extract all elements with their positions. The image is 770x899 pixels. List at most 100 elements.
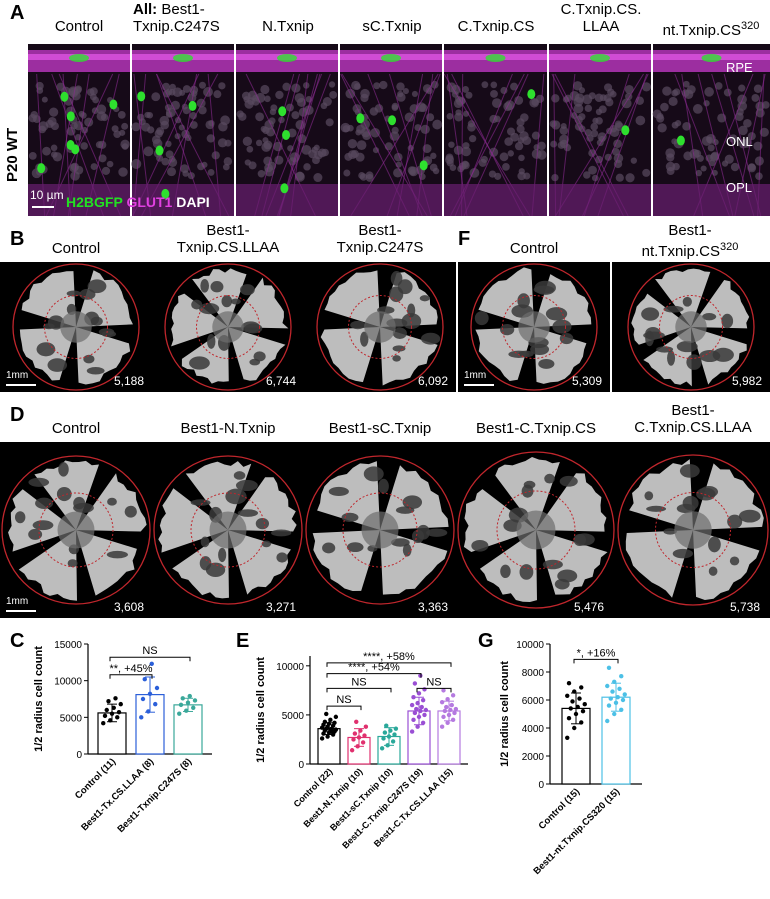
data-point bbox=[191, 705, 196, 710]
data-point bbox=[414, 706, 419, 712]
data-point bbox=[325, 734, 330, 739]
data-point bbox=[439, 699, 445, 705]
panel-d-letter: D bbox=[10, 404, 25, 426]
data-point bbox=[363, 724, 369, 729]
data-point bbox=[102, 713, 108, 719]
data-point bbox=[448, 707, 453, 713]
data-point bbox=[154, 685, 160, 691]
panel-d-label-llaa: Best1- C.Txnip.CS.LLAA bbox=[634, 402, 752, 436]
data-point bbox=[333, 714, 339, 720]
flatmount bbox=[631, 268, 750, 387]
data-point bbox=[612, 711, 617, 717]
panel-a-col-label-nt: nt.Txnip.CS320 bbox=[662, 20, 760, 39]
data-point bbox=[445, 697, 450, 702]
data-point bbox=[187, 693, 192, 699]
panel-b-scale-bar bbox=[6, 384, 36, 386]
bar-2 bbox=[173, 704, 203, 755]
half-radius-circle bbox=[502, 295, 566, 359]
data-point bbox=[441, 714, 446, 720]
panel-d-label-ctxnipcs: Best1-C.Txnip.CS bbox=[475, 420, 597, 437]
data-point bbox=[192, 698, 198, 703]
y-tick-label: 6000 bbox=[522, 696, 545, 707]
panel-b-flatmount-c247s bbox=[304, 262, 456, 392]
data-point bbox=[620, 697, 626, 703]
data-point bbox=[140, 696, 146, 702]
data-point bbox=[388, 728, 393, 733]
data-point bbox=[329, 729, 334, 734]
y-axis-label: 1/2 radius cell count bbox=[255, 657, 267, 763]
panel-f-count-control: 5,309 bbox=[572, 374, 603, 388]
y-tick-label: 10000 bbox=[276, 662, 304, 673]
stain-legend: H2BGFP GLUT1 DAPI bbox=[66, 194, 210, 210]
outer-radius-circle bbox=[457, 451, 615, 609]
outer-radius-circle bbox=[627, 263, 755, 391]
category-label: Best1-Txnip.C247S (8) bbox=[115, 756, 194, 835]
data-point bbox=[617, 686, 622, 691]
legend-h2bgfp: H2BGFP bbox=[66, 194, 123, 210]
panel-f-scale-label: 1mm bbox=[464, 370, 487, 381]
data-point bbox=[419, 704, 424, 710]
data-point bbox=[572, 689, 577, 694]
panel-a-scale-label: 10 µm bbox=[30, 188, 64, 202]
panel-f-label-nt: Best1- nt.Txnip.CS320 bbox=[641, 222, 739, 260]
data-point bbox=[118, 701, 123, 707]
significance-bracket bbox=[326, 673, 422, 678]
y-tick-label: 0 bbox=[538, 780, 544, 791]
data-point bbox=[328, 717, 333, 723]
panel-a-scale-bar bbox=[32, 206, 54, 208]
panel-d-count-sctxnip: 3,363 bbox=[418, 600, 449, 614]
data-point bbox=[108, 718, 113, 723]
data-point bbox=[622, 692, 627, 697]
data-point bbox=[356, 735, 362, 740]
panel-b-scale-label: 1mm bbox=[6, 370, 29, 381]
half-radius-circle bbox=[342, 492, 418, 568]
data-point bbox=[442, 708, 448, 714]
y-tick-label: 0 bbox=[298, 760, 304, 771]
data-point bbox=[450, 717, 456, 723]
data-point bbox=[101, 721, 106, 726]
y-tick-label: 10000 bbox=[516, 640, 544, 651]
panel-f-label-control: Control bbox=[509, 240, 559, 257]
data-point bbox=[566, 681, 572, 686]
data-point bbox=[324, 711, 329, 717]
flatmount bbox=[171, 268, 289, 384]
retina-section-0 bbox=[28, 44, 130, 217]
flatmount bbox=[312, 461, 449, 595]
data-point bbox=[392, 732, 397, 737]
data-point bbox=[358, 728, 363, 733]
data-point bbox=[113, 696, 118, 701]
panel-b-letter: B bbox=[10, 228, 25, 250]
data-point bbox=[409, 702, 415, 708]
panel-d-flatmount-control bbox=[0, 442, 152, 618]
data-point bbox=[566, 716, 572, 721]
panel-d-flatmount-ntxnip bbox=[152, 442, 304, 618]
panel-b-label-control: Control bbox=[51, 240, 101, 257]
significance-bracket bbox=[109, 656, 191, 662]
half-radius-circle bbox=[655, 492, 731, 568]
panel-d-count-control: 3,608 bbox=[114, 600, 145, 614]
panel-d-count-ntxnip: 3,271 bbox=[266, 600, 297, 614]
data-point bbox=[142, 677, 147, 682]
data-point bbox=[568, 706, 573, 711]
panel-b-flatmount-llaa bbox=[152, 262, 304, 392]
panel-b-count-c247s: 6,092 bbox=[418, 374, 449, 388]
data-point bbox=[418, 708, 423, 714]
data-point bbox=[572, 725, 577, 731]
data-point bbox=[570, 699, 575, 704]
significance-label: NS bbox=[142, 645, 157, 657]
data-point bbox=[149, 661, 154, 666]
y-axis-label: 1/2 radius cell count bbox=[499, 661, 511, 767]
panel-c-letter: C bbox=[10, 630, 25, 652]
data-point bbox=[422, 712, 427, 718]
panel-a-col-label-sctxnip: sC.Txnip bbox=[362, 18, 422, 35]
panel-b-label-llaa: Best1- Txnip.CS.LLAA bbox=[176, 222, 280, 256]
data-point bbox=[178, 702, 184, 708]
data-point bbox=[579, 720, 584, 725]
significance-label: ****, +58% bbox=[363, 651, 415, 663]
data-point bbox=[390, 739, 396, 744]
half-radius-circle bbox=[659, 295, 723, 359]
data-point bbox=[115, 715, 120, 720]
data-point bbox=[104, 707, 109, 713]
data-point bbox=[565, 693, 570, 698]
data-point bbox=[619, 674, 624, 679]
